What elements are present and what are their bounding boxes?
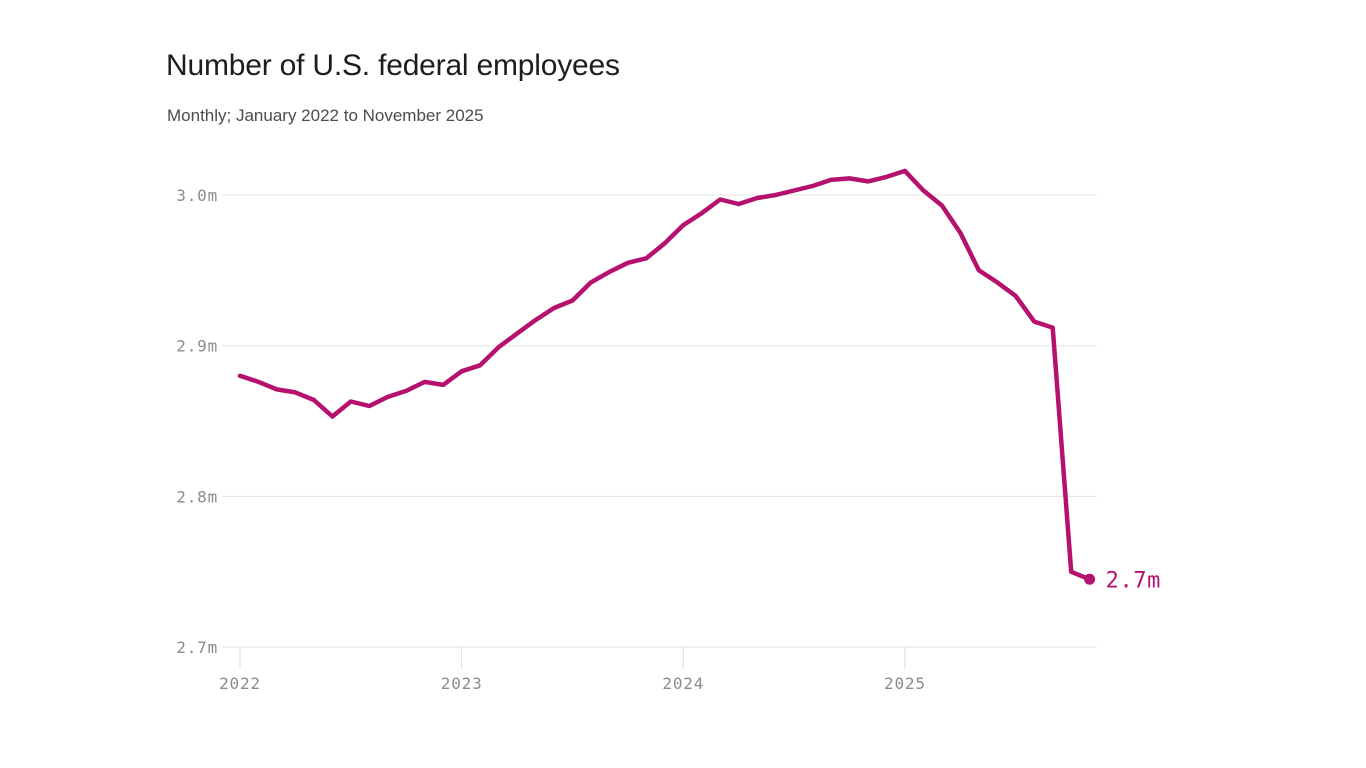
y-axis-tick-label: 2.8m — [176, 487, 218, 506]
chart-title: Number of U.S. federal employees — [166, 49, 620, 82]
chart-subtitle: Monthly; January 2022 to November 2025 — [167, 106, 484, 125]
end-value-label: 2.7m — [1106, 568, 1161, 593]
x-axis-tick-label: 2023 — [441, 674, 483, 693]
x-axis-tick-label: 2025 — [884, 674, 926, 693]
y-axis-tick-label: 3.0m — [176, 186, 218, 205]
x-axis-tick-label: 2022 — [219, 674, 261, 693]
trend-line — [237, 168, 1092, 582]
x-axis-tick-label: 2024 — [662, 674, 704, 693]
end-point-dot — [1084, 573, 1096, 585]
y-axis-tick-label: 2.9m — [176, 337, 218, 356]
y-axis-tick-label: 2.7m — [176, 638, 218, 657]
